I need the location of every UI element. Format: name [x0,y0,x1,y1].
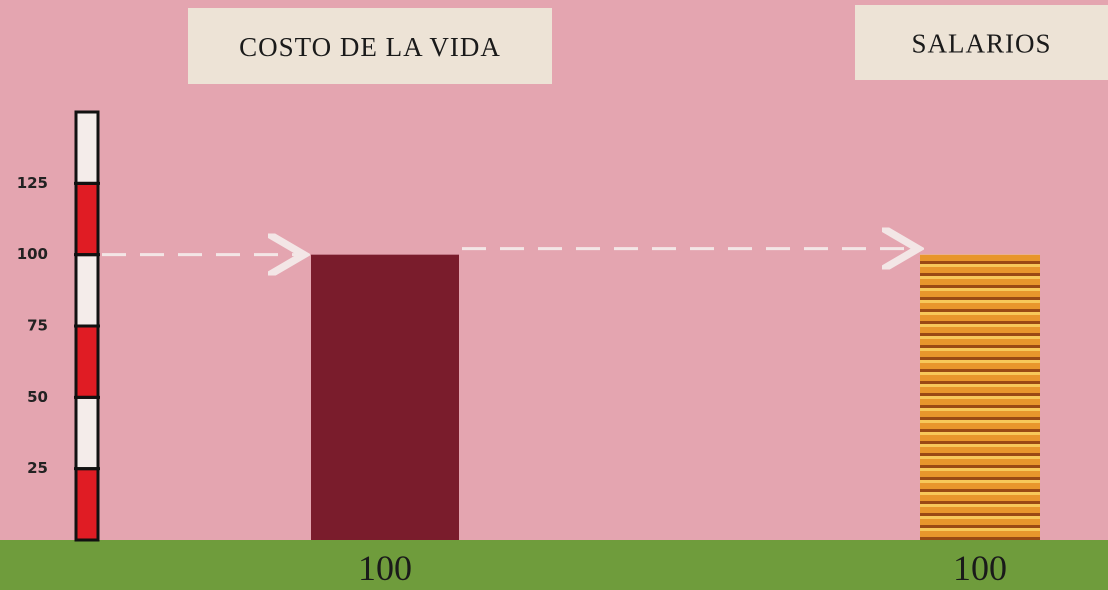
chart: 25 50 75 100 125 COSTO DE LA VIDA 100 SALARIOS 1… [0,0,1108,590]
bar [311,255,459,540]
y-tick-label: 25 [27,459,48,477]
y-tick-label: 75 [27,317,48,335]
coin-stack [920,255,1040,540]
category-label: SALARIOS [911,29,1051,59]
ruler-segment [76,112,98,183]
ground [0,540,1108,590]
category-label: COSTO DE LA VIDA [239,32,501,62]
y-tick-label: 100 [17,245,48,263]
y-tick-label: 50 [27,388,48,406]
ruler-segment [76,397,98,468]
page: 25 50 75 100 125 COSTO DE LA VIDA 100 SALARIOS 1… [0,0,1108,590]
ruler-segment [76,469,98,540]
value-label: 100 [358,548,412,588]
value-label: 100 [953,548,1007,588]
ruler-segment [76,183,98,254]
y-tick-label: 125 [17,174,48,192]
ruler-segment [76,326,98,397]
ruler-segment [76,255,98,326]
